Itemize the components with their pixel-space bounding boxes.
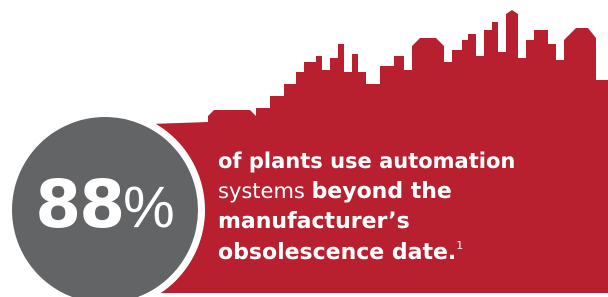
emphasis: manufacturer’s bbox=[218, 207, 515, 237]
text-line: obsolescence date.1 bbox=[218, 237, 515, 268]
emphasis: obsolescence date. bbox=[218, 240, 456, 265]
statement: of plants use automation systems beyond … bbox=[218, 146, 515, 268]
text-span: systems bbox=[218, 179, 305, 203]
footnote: 1 bbox=[456, 239, 463, 252]
stat-number: 88 bbox=[35, 166, 123, 243]
text-line: systems beyond the bbox=[218, 176, 515, 207]
stat-unit: % bbox=[123, 175, 175, 240]
infographic: 88% of plants use automation systems bey… bbox=[0, 0, 608, 297]
emphasis: beyond the bbox=[312, 179, 452, 204]
text-line: of plants use automation bbox=[218, 146, 515, 176]
stat: 88% bbox=[12, 166, 198, 243]
